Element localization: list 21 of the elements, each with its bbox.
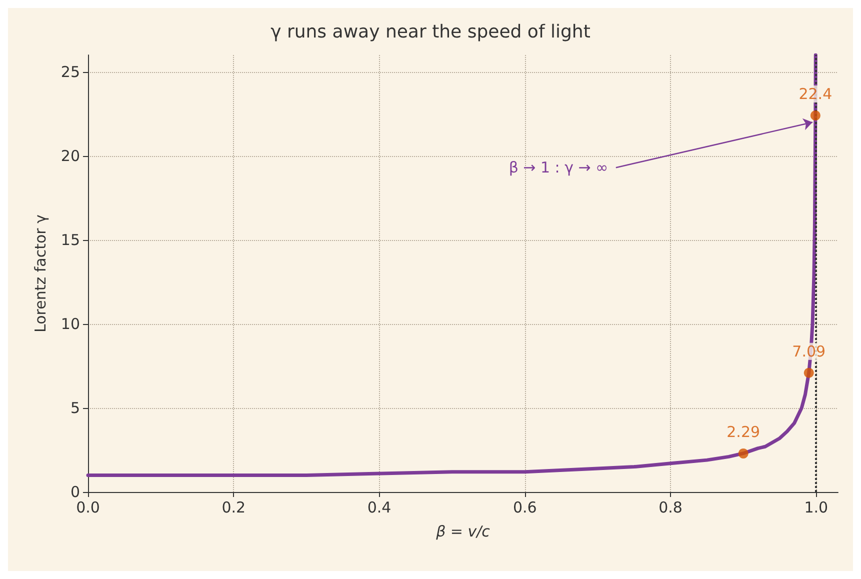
y-tick-label: 25 (60, 62, 80, 81)
y-axis-title: Lorentz factor γ (32, 214, 50, 332)
x-tick-label: 1.0 (804, 498, 828, 516)
point (804, 368, 814, 378)
x-tick-label: 0.0 (76, 498, 100, 516)
annotation: β → 1 : γ → ∞ (508, 158, 608, 177)
y-tick-label: 0 (70, 483, 80, 501)
x-tick-label: 0.8 (658, 498, 682, 516)
y-tick-label: 10 (60, 314, 80, 333)
point (810, 110, 820, 121)
y-tick-label: 20 (60, 146, 80, 165)
x-tick-label: 0.4 (367, 498, 392, 516)
data-label: 22.4 (798, 85, 832, 104)
point (738, 448, 748, 459)
x-tick-label: 0.6 (512, 498, 537, 516)
x-tick-label: 0.2 (222, 498, 246, 516)
chart-title: γ runs away near the speed of light (270, 22, 590, 42)
y-tick-label: 5 (70, 398, 80, 417)
y-tick-label: 15 (60, 230, 80, 249)
data-label: 2.29 (726, 423, 760, 442)
x-axis-title: β = v/c (435, 522, 491, 540)
